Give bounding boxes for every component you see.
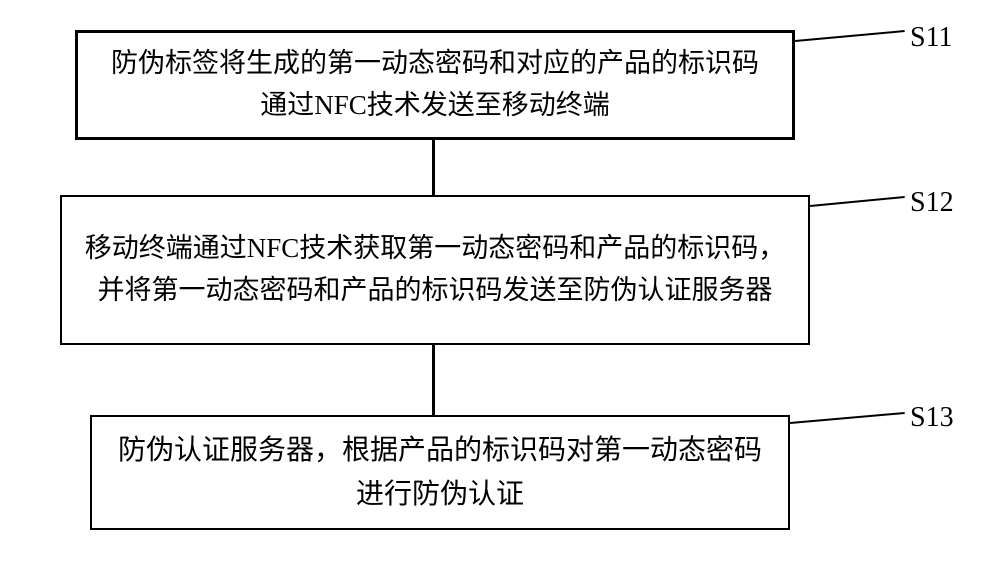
connector-s12-s13 — [432, 345, 435, 415]
step-label-s13: S13 — [910, 402, 954, 434]
step-label-s11: S11 — [910, 22, 953, 54]
flow-node-s13-text: 防伪认证服务器，根据产品的标识码对第一动态密码进行防伪认证 — [112, 429, 768, 516]
flow-node-s11: 防伪标签将生成的第一动态密码和对应的产品的标识码通过NFC技术发送至移动终端 — [75, 30, 795, 140]
connector-s11-s12 — [432, 140, 435, 195]
flow-node-s11-text: 防伪标签将生成的第一动态密码和对应的产品的标识码通过NFC技术发送至移动终端 — [98, 43, 772, 127]
label-leader-s11 — [795, 30, 905, 42]
step-label-s12: S12 — [910, 187, 954, 219]
label-leader-s13 — [790, 412, 905, 424]
flow-node-s12-text: 移动终端通过NFC技术获取第一动态密码和产品的标识码，并将第一动态密码和产品的标… — [82, 228, 788, 312]
label-leader-s12 — [810, 196, 905, 207]
flow-node-s13: 防伪认证服务器，根据产品的标识码对第一动态密码进行防伪认证 — [90, 415, 790, 530]
flowchart-canvas: 防伪标签将生成的第一动态密码和对应的产品的标识码通过NFC技术发送至移动终端 移… — [0, 0, 1000, 567]
flow-node-s12: 移动终端通过NFC技术获取第一动态密码和产品的标识码，并将第一动态密码和产品的标… — [60, 195, 810, 345]
